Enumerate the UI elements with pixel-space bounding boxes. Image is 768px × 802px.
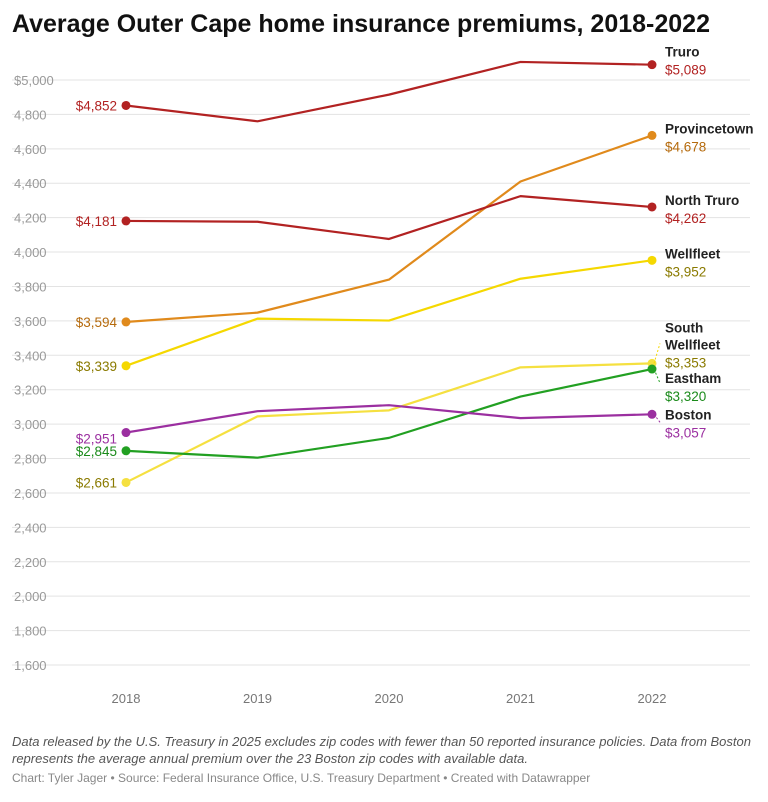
x-tick-label: 2021 [506, 691, 535, 706]
series-name-label: South [665, 320, 703, 335]
y-axis-ticks: $5,000 4,800 4,600 4,400 4,200 4,000 3,800 3,60… [14, 73, 54, 673]
end-value-label: $5,089 [665, 63, 706, 78]
chart-title: Average Outer Cape home insurance premiu… [12, 10, 710, 38]
x-tick-label: 2019 [243, 691, 272, 706]
series-end-point [647, 364, 657, 374]
y-tick-label: 3,600 [14, 314, 47, 329]
y-tick-label: 1,600 [14, 658, 47, 673]
start-value-label: $3,594 [76, 315, 118, 330]
x-axis-ticks: 2018 2019 2020 2021 2022 [112, 691, 667, 706]
start-value-label: $2,661 [76, 475, 117, 490]
series-end-point [647, 60, 657, 70]
y-tick-label: 1,800 [14, 624, 47, 639]
series-line [125, 404, 653, 434]
y-tick-label: 4,200 [14, 211, 47, 226]
data-labels: $4,852 $3,594 $4,181 $3,339 $2,661 $2,845$2,9… [76, 45, 754, 491]
x-tick-label: 2022 [638, 691, 667, 706]
end-value-label: $3,353 [665, 355, 706, 370]
series-name-label: Provincetown [665, 121, 754, 136]
chart-credit: Chart: Tyler Jager • Source: Federal Ins… [12, 771, 591, 785]
label-leader-line [653, 368, 661, 384]
x-tick-label: 2020 [375, 691, 404, 706]
series-start-point [121, 216, 131, 226]
series-name-label: Wellfleet [665, 337, 721, 352]
y-tick-label: 4,800 [14, 107, 47, 122]
y-tick-label: 2,000 [14, 589, 47, 604]
end-value-label: $3,952 [665, 264, 706, 279]
series-end-point [647, 202, 657, 212]
chart-notes: Data released by the U.S. Treasury in 20… [12, 734, 751, 766]
end-value-label: $3,057 [665, 425, 706, 440]
start-value-label: $4,181 [76, 214, 117, 229]
series-name-label: Boston [665, 407, 712, 422]
series-start-point [121, 428, 131, 438]
series-end-point [647, 409, 657, 419]
y-tick-label: $5,000 [14, 73, 54, 88]
y-tick-label: 3,800 [14, 279, 47, 294]
y-tick-label: 4,400 [14, 176, 47, 191]
series-line [125, 195, 653, 241]
y-tick-label: 2,800 [14, 452, 47, 467]
series-line [125, 60, 653, 123]
series-name-label: Eastham [665, 371, 721, 386]
series-start-point [121, 100, 131, 110]
y-tick-label: 3,200 [14, 383, 47, 398]
series-start-point [121, 446, 131, 456]
series-line [125, 134, 653, 324]
y-tick-label: 2,400 [14, 520, 47, 535]
y-tick-label: 2,200 [14, 555, 47, 570]
series-start-point [121, 477, 131, 487]
end-value-label: $4,678 [665, 139, 706, 154]
start-value-label: $2,951 [76, 432, 117, 447]
start-value-label: $4,852 [76, 98, 117, 113]
x-tick-label: 2018 [112, 691, 141, 706]
y-tick-label: 4,000 [14, 245, 47, 260]
y-tick-label: 3,400 [14, 348, 47, 363]
series-name-label: North Truro [665, 193, 739, 208]
start-value-label: $3,339 [76, 359, 117, 374]
y-tick-label: 2,600 [14, 486, 47, 501]
series-end-point [647, 130, 657, 140]
end-value-label: $4,262 [665, 211, 706, 226]
start-value-label: $2,845 [76, 444, 117, 459]
y-tick-label: 3,000 [14, 417, 47, 432]
label-leader-line [653, 414, 661, 423]
end-value-label: $3,320 [665, 389, 706, 404]
series-start-point [121, 361, 131, 371]
series-start-point [121, 317, 131, 327]
series-name-label: Wellfleet [665, 246, 721, 261]
line-chart: $5,000 4,800 4,600 4,400 4,200 4,000 3,800 3,60… [12, 45, 754, 706]
y-tick-label: 4,600 [14, 142, 47, 157]
series-end-point [647, 255, 657, 265]
series-name-label: Truro [665, 45, 700, 60]
series-line [125, 362, 653, 484]
series-line [125, 259, 653, 367]
label-leader-line [653, 343, 661, 364]
series-lines [121, 60, 657, 487]
series-line [125, 367, 653, 459]
